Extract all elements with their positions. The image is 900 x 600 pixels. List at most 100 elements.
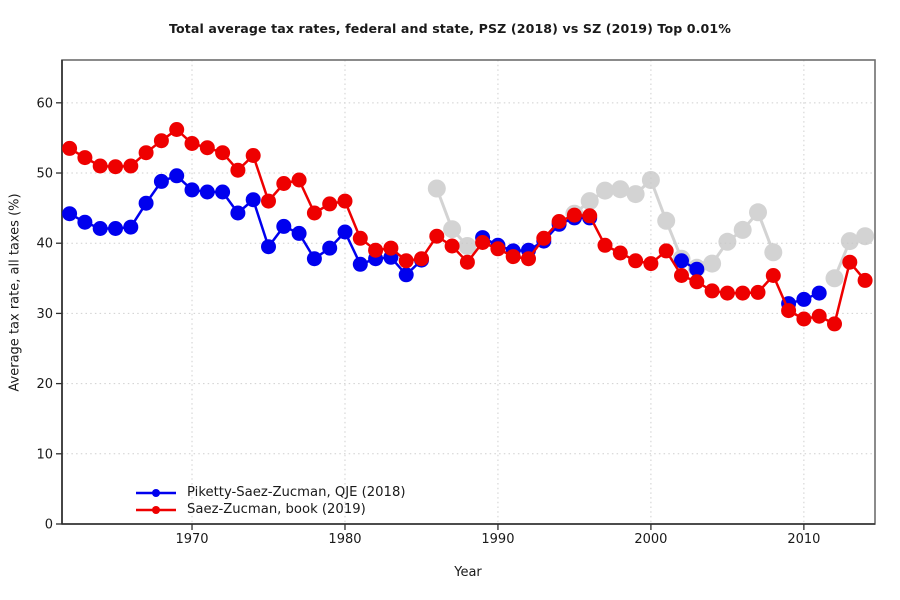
data-point [322,196,338,212]
legend-marker [136,505,176,514]
data-point [398,253,414,269]
data-point [718,232,737,251]
y-tick-label: 50 [36,167,53,182]
data-point [825,269,844,288]
data-point [276,218,292,234]
data-point [184,182,200,198]
data-point [811,285,827,301]
data-point [703,254,722,273]
data-point [444,238,460,254]
data-point [674,253,689,269]
data-point [657,211,676,230]
data-point [427,179,446,198]
data-point [169,122,185,137]
series-line-2 [62,122,873,332]
data-point [628,253,644,269]
data-point [641,171,660,189]
data-point [811,308,827,324]
axis-ticks [56,102,805,530]
data-point [596,181,614,200]
axis-tick-labels: 0 10 20 30 40 50 60 1970 1980 1990 2000 2010 [36,96,820,547]
data-point [459,254,475,270]
data-point [842,254,858,270]
data-point [796,291,812,307]
data-point [536,230,552,246]
data-point [429,228,445,244]
legend-item-label: Piketty-Saez-Zucman, QJE (2018) [187,485,406,500]
x-tick-label: 1970 [175,532,208,547]
x-tick-label: 1990 [481,532,514,547]
data-point [398,267,414,283]
data-point [62,140,78,156]
data-point [383,240,399,256]
data-point [414,251,429,267]
data-point [291,225,307,241]
legend-marker-dot [152,505,160,514]
data-point [704,283,720,299]
data-point [138,195,154,211]
data-point [123,158,139,174]
data-point [306,205,322,221]
legend: Piketty-Saez-Zucman, QJE (2018) Saez-Zucm… [133,484,405,518]
data-point [215,145,231,161]
data-point [322,240,338,256]
data-point [276,176,292,191]
data-point [337,193,353,209]
data-point [611,180,630,199]
data-point [827,316,842,332]
data-point [368,242,384,258]
data-point [689,261,705,277]
data-point [750,284,766,300]
data-point [505,249,521,265]
data-point [689,274,705,290]
data-point [199,140,215,156]
data-point [856,227,875,246]
legend-item-label: Saez-Zucman, book (2019) [187,502,366,517]
data-point [490,241,506,257]
data-point [733,220,752,239]
data-point [612,245,628,261]
y-axis-label: Average tax rate, all taxes (%) [7,193,23,392]
data-point [92,158,108,174]
data-point [184,136,200,151]
data-point [230,205,246,221]
y-tick-label: 20 [36,377,53,392]
data-point [291,172,307,188]
x-tick-label: 2010 [787,532,820,547]
data-point [580,192,599,211]
data-point [582,208,598,224]
x-tick-label: 2000 [634,532,667,547]
data-point [521,251,536,267]
data-point [764,243,783,262]
data-point [261,193,276,209]
data-point [306,251,322,267]
data-point [626,185,645,204]
legend-item: Piketty-Saez-Zucman, QJE (2018) [133,484,405,501]
legend-marker-dot [152,488,160,497]
data-point [108,221,123,236]
data-point [108,159,123,175]
data-point [643,256,659,272]
data-point [566,207,582,223]
data-point [551,214,567,229]
data-point [781,303,797,319]
data-point [458,237,477,255]
data-point [658,243,674,259]
data-point [597,237,613,253]
data-point [92,221,108,236]
y-tick-label: 0 [45,518,53,533]
data-point [749,203,767,222]
data-point [765,268,781,283]
data-point [352,256,368,272]
y-tick-label: 40 [36,237,53,252]
data-point [230,162,246,178]
data-point [261,239,276,255]
data-point [443,220,462,239]
data-point [735,285,751,301]
data-point [245,192,261,208]
data-point [475,235,491,250]
data-point [245,148,261,163]
data-point [840,232,859,251]
